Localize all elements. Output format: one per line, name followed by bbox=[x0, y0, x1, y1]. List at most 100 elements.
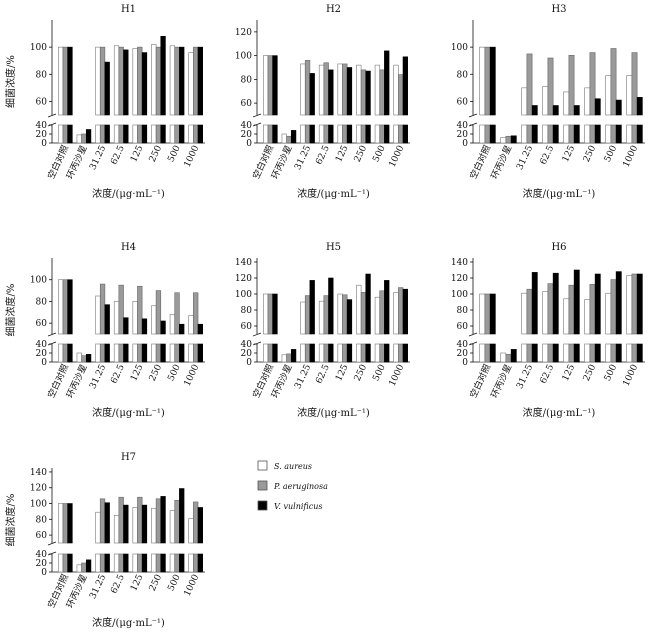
bar bbox=[589, 284, 596, 335]
bar-lower-segment bbox=[318, 124, 325, 144]
bar-lower-segment bbox=[179, 124, 185, 144]
bar-lower-segment bbox=[58, 343, 64, 363]
chart-title: H5 bbox=[326, 242, 341, 253]
x-tick-label: 空白对照 bbox=[467, 143, 493, 181]
y-tick-label: 20 bbox=[457, 130, 469, 140]
x-tick-label: 31.25 bbox=[88, 144, 108, 172]
bar bbox=[118, 496, 124, 544]
bar bbox=[379, 69, 385, 116]
x-tick-label: 1000 bbox=[621, 363, 640, 388]
bar-lower-segment bbox=[272, 124, 278, 144]
bar bbox=[552, 272, 559, 335]
bar bbox=[188, 52, 194, 116]
bar-lower-segment bbox=[300, 124, 306, 144]
bar-lower-segment bbox=[489, 124, 496, 144]
bar bbox=[118, 46, 124, 116]
bar-lower-segment bbox=[151, 124, 157, 144]
bar-lower-segment bbox=[99, 343, 106, 363]
bar-lower-segment bbox=[141, 343, 148, 363]
bar bbox=[374, 64, 381, 116]
bar-lower-segment bbox=[304, 343, 311, 363]
bar bbox=[360, 292, 367, 335]
bar bbox=[365, 273, 371, 335]
bar bbox=[95, 46, 101, 116]
bar-lower-segment bbox=[309, 124, 315, 144]
bar-lower-segment bbox=[393, 124, 399, 144]
bar bbox=[521, 87, 528, 116]
bar-lower-segment bbox=[568, 343, 575, 363]
bar-lower-segment bbox=[526, 124, 533, 144]
bar bbox=[342, 63, 348, 116]
bar-lower-segment bbox=[113, 343, 120, 363]
bar-lower-segment bbox=[174, 343, 180, 363]
bar-lower-segment bbox=[356, 124, 362, 144]
bar-lower-segment bbox=[197, 124, 203, 144]
bar-lower-segment bbox=[605, 124, 612, 144]
bar bbox=[85, 129, 92, 144]
x-tick-label: 环丙沙星 bbox=[489, 363, 514, 400]
bar-lower-segment bbox=[104, 124, 110, 144]
y-tick-label: 0 bbox=[41, 568, 47, 578]
y-tick-label: 60 bbox=[457, 97, 469, 107]
bar-lower-segment bbox=[379, 124, 385, 144]
bar-lower-segment bbox=[323, 343, 329, 363]
x-tick-label: 1000 bbox=[183, 573, 202, 598]
bar-lower-segment bbox=[374, 124, 381, 144]
bar bbox=[160, 320, 166, 335]
bar bbox=[193, 292, 199, 335]
bar bbox=[272, 55, 278, 116]
bar bbox=[594, 98, 601, 116]
bar bbox=[267, 55, 273, 116]
bar-lower-segment bbox=[563, 124, 570, 144]
bar bbox=[174, 46, 180, 116]
bar bbox=[155, 46, 162, 116]
y-tick-label: 100 bbox=[30, 500, 47, 510]
bar-lower-segment bbox=[328, 343, 334, 363]
bar bbox=[489, 293, 496, 335]
bar bbox=[197, 323, 203, 335]
bar bbox=[137, 285, 143, 335]
bar-lower-segment bbox=[552, 343, 559, 363]
y-tick-label: 80 bbox=[36, 297, 48, 307]
y-tick-label: 0 bbox=[462, 139, 468, 149]
bar-lower-segment bbox=[160, 124, 166, 144]
bar bbox=[123, 317, 129, 335]
chart-title: H1 bbox=[121, 4, 136, 15]
bar-lower-segment bbox=[58, 124, 64, 144]
bar bbox=[542, 86, 549, 116]
bar bbox=[531, 272, 538, 335]
bar-lower-segment bbox=[547, 343, 554, 363]
bar bbox=[568, 284, 575, 335]
bar bbox=[631, 273, 638, 335]
bar-lower-segment bbox=[484, 343, 491, 363]
bar bbox=[95, 295, 101, 335]
bar-lower-segment bbox=[160, 553, 166, 573]
bar bbox=[160, 35, 166, 116]
legend-label-s-aureus: S. aureus bbox=[274, 462, 312, 471]
bar bbox=[379, 290, 385, 335]
legend-swatch-p-aeruginosa bbox=[257, 480, 268, 491]
bar bbox=[151, 305, 157, 335]
bar bbox=[104, 502, 110, 544]
x-tick-label: 62.5 bbox=[109, 573, 127, 596]
x-tick-label: 1000 bbox=[388, 363, 407, 388]
bar bbox=[547, 57, 554, 116]
chart-title: H4 bbox=[121, 242, 136, 253]
y-tick-label: 140 bbox=[451, 258, 468, 268]
bar-lower-segment bbox=[626, 343, 633, 363]
bar-lower-segment bbox=[521, 124, 528, 144]
y-tick-label: 0 bbox=[462, 358, 468, 368]
bar-lower-segment bbox=[323, 124, 329, 144]
x-tick-label: 62.5 bbox=[109, 144, 127, 167]
y-tick-label: 100 bbox=[451, 290, 468, 300]
bar bbox=[62, 46, 68, 116]
bar-lower-segment bbox=[636, 343, 643, 363]
bar bbox=[263, 55, 269, 116]
bar bbox=[479, 46, 486, 116]
y-tick-label: 80 bbox=[457, 70, 469, 80]
bar-lower-segment bbox=[67, 124, 73, 144]
bar-lower-segment bbox=[542, 124, 549, 144]
bar-lower-segment bbox=[584, 343, 591, 363]
